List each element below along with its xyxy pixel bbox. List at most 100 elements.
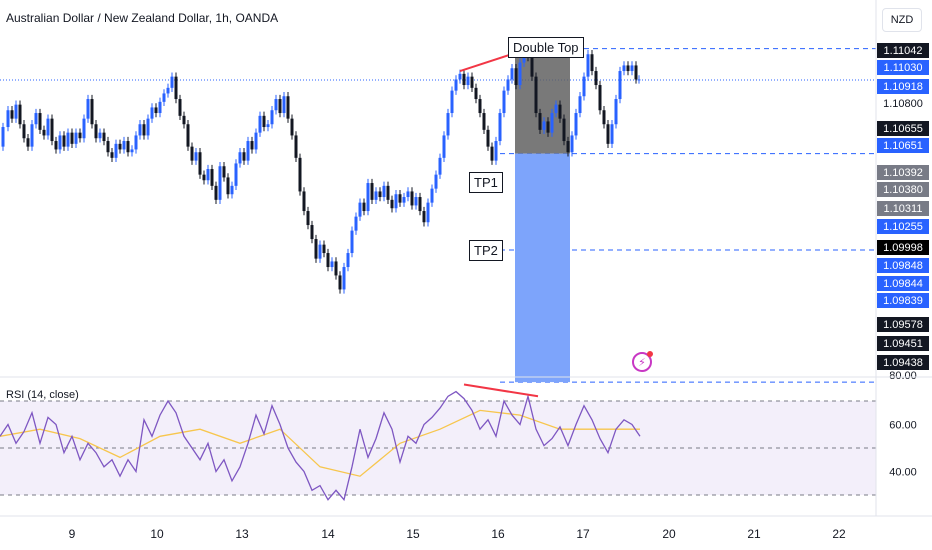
candle-body xyxy=(278,99,282,114)
candle-body xyxy=(130,149,134,153)
candle-body xyxy=(630,65,634,72)
candle-body xyxy=(482,113,486,130)
candle-body xyxy=(230,185,234,195)
currency-selector[interactable]: NZD xyxy=(882,8,922,32)
candle-body xyxy=(530,57,534,77)
candle-body xyxy=(474,87,478,100)
candle-body xyxy=(618,71,622,100)
rsi-divergence-line xyxy=(463,383,539,398)
candle-body xyxy=(250,141,254,150)
price-label: 1.09848 xyxy=(877,258,929,273)
candle-body xyxy=(426,202,430,223)
candle-body xyxy=(266,124,270,128)
candle-body xyxy=(178,99,182,116)
rsi-axis-label: 80.00 xyxy=(889,370,917,382)
candle-body xyxy=(74,132,78,144)
candle-body xyxy=(330,261,334,268)
candle-body xyxy=(42,129,46,136)
candle-body xyxy=(150,107,154,119)
candle-body xyxy=(354,216,358,231)
candle-body xyxy=(382,185,386,198)
rsi-indicator-label[interactable]: RSI (14, close) xyxy=(6,389,79,401)
candle-body xyxy=(366,183,370,212)
candle-body xyxy=(326,253,330,268)
price-label: 1.09839 xyxy=(877,293,929,308)
candle-body xyxy=(490,146,494,161)
candle-body xyxy=(434,174,438,189)
double-top-label[interactable]: Double Top xyxy=(508,37,584,58)
candle-body xyxy=(554,104,558,114)
candle-body xyxy=(190,146,194,161)
lightning-icon[interactable]: ⚡ xyxy=(632,351,653,372)
candle-body xyxy=(394,194,398,209)
candle-body xyxy=(18,104,22,125)
candle-body xyxy=(594,71,598,86)
candle-body xyxy=(637,79,641,81)
candle-body xyxy=(290,118,294,136)
candle-body xyxy=(362,202,366,212)
candle-body xyxy=(50,118,54,142)
candle-body xyxy=(162,93,166,102)
x-tick-label: 22 xyxy=(832,527,846,541)
candle-body xyxy=(458,73,462,80)
candle-body xyxy=(602,110,606,125)
candle-body xyxy=(186,124,190,147)
candle-body xyxy=(202,174,206,181)
x-tick-label: 21 xyxy=(747,527,761,541)
price-label: 1.10392 xyxy=(877,165,929,180)
candle-body xyxy=(390,199,394,209)
candle-body xyxy=(38,113,42,130)
price-level-lines xyxy=(0,48,876,383)
price-label: 1.10380 xyxy=(877,182,929,197)
candle-body xyxy=(506,79,510,91)
candle-body xyxy=(282,96,286,114)
price-label: 1.11030 xyxy=(877,60,929,75)
candle-body xyxy=(302,191,306,212)
rsi-series xyxy=(0,390,641,502)
candle-body xyxy=(346,253,350,268)
candle-body xyxy=(170,76,174,88)
candle-body xyxy=(146,118,150,136)
price-label: 1.09451 xyxy=(877,336,929,351)
x-tick-label: 10 xyxy=(150,527,164,541)
candle-body xyxy=(614,99,618,125)
price-label: 1.10655 xyxy=(877,121,929,136)
candle-body xyxy=(86,99,90,119)
candle-body xyxy=(310,225,314,240)
price-label: 1.09998 xyxy=(877,240,929,255)
candle-body xyxy=(226,177,230,195)
candle-body xyxy=(406,191,410,198)
candle-body xyxy=(402,197,406,203)
candle-body xyxy=(494,141,498,161)
candle-body xyxy=(58,135,62,150)
tp1-label[interactable]: TP1 xyxy=(469,172,503,193)
candle-body xyxy=(34,113,38,125)
candle-body xyxy=(78,132,82,139)
candle-body xyxy=(574,113,578,136)
candle-body xyxy=(386,185,390,200)
candle-body xyxy=(514,68,518,86)
candle-body xyxy=(582,76,586,97)
candle-body xyxy=(318,244,322,259)
candle-body xyxy=(142,124,146,136)
candle-body xyxy=(214,185,218,200)
candle-body xyxy=(102,132,106,142)
price-label: 1.10918 xyxy=(877,79,929,94)
candle-body xyxy=(114,143,118,158)
candle-body xyxy=(246,141,250,161)
candle-body xyxy=(370,183,374,200)
candle-body xyxy=(634,65,638,80)
candle-body xyxy=(166,87,170,94)
candlestick-series xyxy=(1,44,641,294)
candle-body xyxy=(446,113,450,136)
x-tick-label: 17 xyxy=(576,527,590,541)
candle-body xyxy=(454,79,458,91)
candle-body xyxy=(242,152,246,161)
price-label: 1.11042 xyxy=(877,43,929,58)
candle-body xyxy=(322,244,326,254)
candle-body xyxy=(306,211,310,226)
tp2-label[interactable]: TP2 xyxy=(469,240,503,261)
candle-body xyxy=(606,124,610,144)
price-label: 1.10651 xyxy=(877,138,929,153)
x-tick-label: 15 xyxy=(406,527,420,541)
